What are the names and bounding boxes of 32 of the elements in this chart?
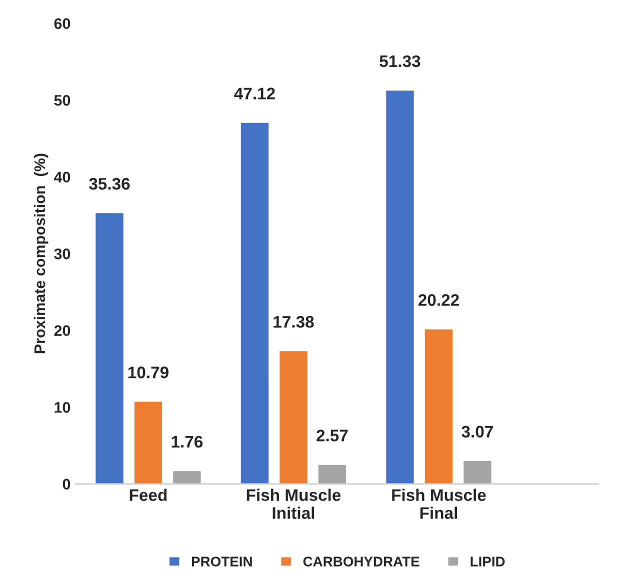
y-tick-label: 40 xyxy=(54,172,70,183)
bar xyxy=(278,350,309,484)
bar xyxy=(94,212,125,484)
y-tick-label: 60 xyxy=(54,18,70,30)
y-tick-label: 30 xyxy=(54,248,70,260)
bar xyxy=(172,470,202,484)
bar xyxy=(424,328,454,484)
x-tick-label: Fish Muscle Final xyxy=(392,488,486,519)
bar xyxy=(133,400,164,484)
y-tick-label: 10 xyxy=(54,402,70,413)
bar xyxy=(384,89,416,484)
data-label: 10.79 xyxy=(128,366,168,378)
data-label: 1.76 xyxy=(172,436,203,448)
y-tick-label: 0 xyxy=(62,478,70,490)
legend-label: CARBOHYDRATE xyxy=(303,556,420,566)
legend-label: PROTEIN xyxy=(192,556,252,566)
data-label: 51.33 xyxy=(380,55,420,68)
x-tick-label: Feed xyxy=(130,488,167,501)
data-label: 3.07 xyxy=(462,426,493,438)
data-label: 35.36 xyxy=(89,178,130,190)
bar xyxy=(462,460,493,484)
data-label: 17.38 xyxy=(274,316,314,328)
bar xyxy=(240,121,270,484)
data-label: 47.12 xyxy=(234,88,275,100)
data-label: 2.57 xyxy=(316,430,348,442)
bar xyxy=(316,463,348,484)
legend-label: LIPID xyxy=(470,556,505,566)
y-axis-title: Proximate composition (%) xyxy=(34,154,48,354)
data-label: 20.22 xyxy=(418,294,459,306)
x-tick-label: Fish Muscle Initial xyxy=(246,488,341,519)
y-tick-label: 50 xyxy=(54,94,70,106)
y-tick-label: 20 xyxy=(54,325,70,336)
